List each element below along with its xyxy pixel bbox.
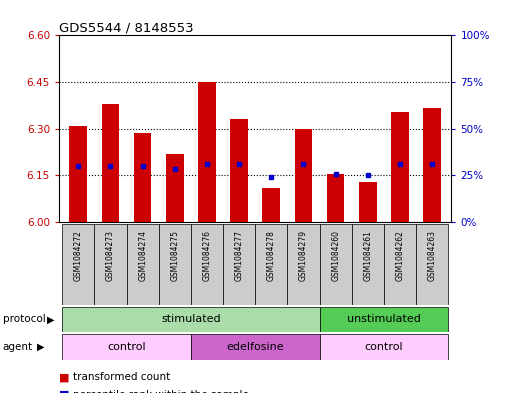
Bar bbox=[359, 182, 377, 222]
Text: edelfosine: edelfosine bbox=[226, 342, 284, 352]
Bar bbox=[391, 112, 409, 222]
Text: ■: ■ bbox=[59, 372, 69, 382]
Bar bbox=[287, 224, 320, 305]
Text: GSM1084276: GSM1084276 bbox=[203, 230, 211, 281]
Text: GSM1084274: GSM1084274 bbox=[138, 230, 147, 281]
Text: GSM1084273: GSM1084273 bbox=[106, 230, 115, 281]
Bar bbox=[384, 224, 416, 305]
Bar bbox=[62, 224, 94, 305]
Text: GDS5544 / 8148553: GDS5544 / 8148553 bbox=[59, 21, 193, 34]
Bar bbox=[134, 133, 151, 222]
Text: percentile rank within the sample: percentile rank within the sample bbox=[73, 390, 249, 393]
Text: control: control bbox=[365, 342, 403, 352]
Bar bbox=[320, 307, 448, 332]
Text: GSM1084272: GSM1084272 bbox=[74, 230, 83, 281]
Bar bbox=[294, 129, 312, 222]
Bar bbox=[127, 224, 159, 305]
Text: unstimulated: unstimulated bbox=[347, 314, 421, 324]
Text: GSM1084278: GSM1084278 bbox=[267, 230, 276, 281]
Text: GSM1084262: GSM1084262 bbox=[396, 230, 404, 281]
Text: agent: agent bbox=[3, 342, 33, 352]
Bar bbox=[327, 174, 345, 222]
Bar bbox=[423, 108, 441, 222]
Bar bbox=[62, 334, 191, 360]
Bar bbox=[198, 82, 216, 222]
Bar bbox=[102, 104, 120, 222]
Text: stimulated: stimulated bbox=[161, 314, 221, 324]
Bar bbox=[62, 307, 320, 332]
Bar bbox=[263, 188, 280, 222]
Bar bbox=[94, 224, 127, 305]
Bar bbox=[230, 119, 248, 222]
Text: GSM1084261: GSM1084261 bbox=[363, 230, 372, 281]
Bar bbox=[191, 334, 320, 360]
Text: ▶: ▶ bbox=[47, 314, 55, 324]
Bar bbox=[416, 224, 448, 305]
Text: GSM1084260: GSM1084260 bbox=[331, 230, 340, 281]
Text: ■: ■ bbox=[59, 390, 69, 393]
Bar bbox=[69, 126, 87, 222]
Text: ▶: ▶ bbox=[37, 342, 45, 352]
Text: GSM1084275: GSM1084275 bbox=[170, 230, 180, 281]
Bar bbox=[320, 224, 352, 305]
Bar bbox=[320, 334, 448, 360]
Text: GSM1084263: GSM1084263 bbox=[428, 230, 437, 281]
Text: transformed count: transformed count bbox=[73, 372, 171, 382]
Bar bbox=[352, 224, 384, 305]
Text: GSM1084279: GSM1084279 bbox=[299, 230, 308, 281]
Text: control: control bbox=[107, 342, 146, 352]
Bar bbox=[223, 224, 255, 305]
Bar bbox=[159, 224, 191, 305]
Bar bbox=[191, 224, 223, 305]
Text: GSM1084277: GSM1084277 bbox=[234, 230, 244, 281]
Bar bbox=[166, 154, 184, 222]
Bar bbox=[255, 224, 287, 305]
Text: protocol: protocol bbox=[3, 314, 45, 324]
